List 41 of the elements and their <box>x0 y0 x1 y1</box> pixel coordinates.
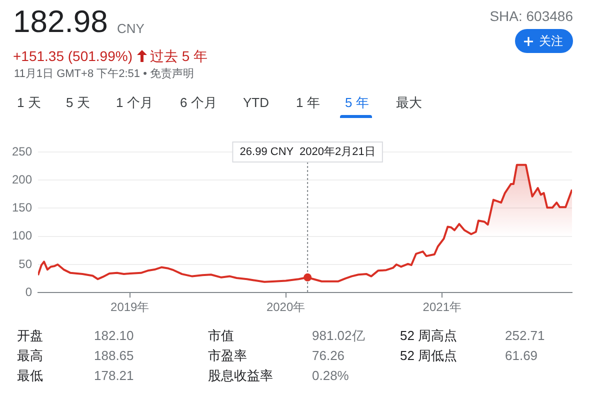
text: 关注 <box>539 34 563 48</box>
x-tick-label: 2019年 <box>110 300 150 314</box>
text: 股息收益率 <box>208 368 273 383</box>
text: 52 周低点 <box>400 348 458 363</box>
text: 过去 5 年 <box>150 48 208 64</box>
text: 252.71 <box>505 328 545 343</box>
text: 1 年 <box>296 95 320 110</box>
text: YTD <box>243 95 269 110</box>
text: 最高 <box>17 348 43 363</box>
ref-line-label: 26.99 CNY 2020年2月21日 <box>240 146 376 158</box>
text: 5 天 <box>66 95 90 110</box>
text: 最低 <box>17 368 43 383</box>
text: 市盈率 <box>208 348 247 363</box>
text: 178.21 <box>94 368 134 383</box>
y-tick-label: 50 <box>18 256 32 271</box>
text: 0.28% <box>312 368 349 383</box>
text: 188.65 <box>94 348 134 363</box>
x-tick-label: 2020年 <box>266 300 306 314</box>
text: 76.26 <box>312 348 345 363</box>
y-tick-label: 200 <box>12 172 32 186</box>
text: CNY <box>117 21 144 36</box>
text: 5 年 <box>345 95 369 110</box>
text: 开盘 <box>17 328 43 343</box>
y-tick-label: 0 <box>25 284 32 299</box>
text: 最大 <box>396 95 422 110</box>
text: 11月1日 GMT+8 下午2:51 • 免责声明 <box>14 68 194 80</box>
chart-title: 182.98 <box>13 4 108 39</box>
text: SHA: 603486 <box>490 8 573 24</box>
text: 52 周高点 <box>400 328 458 343</box>
text: 981.02亿 <box>312 328 365 343</box>
text: 182.10 <box>94 328 134 343</box>
x-tick-label: 2021年 <box>422 300 462 314</box>
y-tick-label: 150 <box>12 200 32 215</box>
text: 1 天 <box>17 95 41 110</box>
text: 6 个月 <box>180 95 217 110</box>
chart-subtitle: +151.35 (501.99%) <box>13 48 132 64</box>
y-tick-label: 250 <box>12 144 32 158</box>
text: 1 个月 <box>116 95 153 110</box>
text: 61.69 <box>505 348 538 363</box>
text: 市值 <box>208 328 234 343</box>
y-tick-label: 100 <box>12 228 32 243</box>
